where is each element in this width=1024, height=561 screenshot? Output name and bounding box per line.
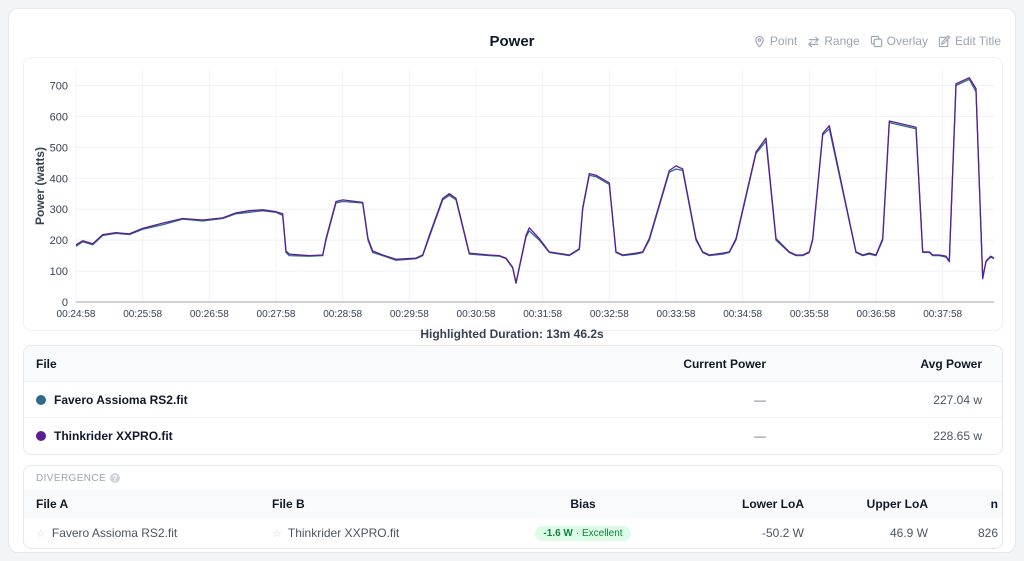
- file-a-cell: ☆ Favero Assioma RS2.fit: [24, 526, 272, 540]
- point-label: Point: [769, 34, 798, 48]
- y-tick-label: 100: [50, 266, 68, 278]
- star-icon[interactable]: ☆: [36, 527, 46, 540]
- x-tick-label: 00:35:58: [790, 309, 829, 320]
- files-table-header: File Current Power Avg Power: [24, 346, 1002, 382]
- x-tick-label: 00:25:58: [123, 309, 162, 320]
- current-power-cell: —: [754, 429, 766, 443]
- divergence-panel: DIVERGENCE ? File A File B Bias Lower Lo…: [23, 465, 1003, 549]
- series-color-dot: [36, 394, 46, 405]
- divergence-label: DIVERGENCE: [36, 472, 107, 484]
- overlay-icon: [870, 35, 882, 47]
- file-b-cell: ☆ Thinkrider XXPRO.fit: [272, 526, 516, 540]
- y-tick-label: 0: [62, 297, 68, 309]
- power-card: Power Point Range Overlay Edit Title 0 10…: [8, 8, 1016, 553]
- divergence-header: File A File B Bias Lower LoA Upper LoA n: [24, 490, 1002, 518]
- star-icon[interactable]: ☆: [272, 527, 282, 540]
- x-tick-label: 00:29:58: [390, 309, 429, 320]
- bias-badge: -1.6 W · Excellent: [535, 525, 631, 541]
- series-line-favero: [75, 78, 995, 285]
- file-name: Favero Assioma RS2.fit: [54, 392, 188, 407]
- y-tick-label: 500: [50, 142, 68, 154]
- series-color-dot: [36, 431, 46, 441]
- upper-loa-cell: 46.9 W: [889, 526, 928, 540]
- lower-loa-cell: -50.2 W: [761, 526, 804, 540]
- y-tick-label: 200: [50, 235, 68, 247]
- point-button[interactable]: Point: [753, 34, 797, 48]
- file-name: Thinkrider XXPRO.fit: [54, 429, 173, 443]
- x-tick-label: 00:33:58: [657, 309, 696, 320]
- upper-loa-column-header: Upper LoA: [866, 497, 928, 511]
- arrows-icon: [808, 35, 820, 47]
- edit-icon: [938, 34, 951, 47]
- power-chart[interactable]: 0 100 200 300 400 500 600 700 00:24:58 00:25:58 00…: [24, 58, 1004, 332]
- lower-loa-column-header: Lower LoA: [742, 497, 804, 511]
- y-tick-label: 400: [50, 173, 68, 185]
- x-tick-label: 00:27:58: [257, 309, 296, 320]
- bias-cell: -1.6 W · Excellent: [516, 525, 650, 541]
- file-b-name: Thinkrider XXPRO.fit: [287, 526, 400, 540]
- x-tick-label: 00:31:58: [523, 309, 562, 320]
- file-b-column-header: File B: [272, 497, 305, 511]
- n-cell: 826: [977, 526, 998, 540]
- table-row[interactable]: Thinkrider XXPRO.fit — 228.65 w: [24, 418, 1002, 454]
- y-tick-label: 300: [50, 204, 68, 216]
- chart-panel[interactable]: 0 100 200 300 400 500 600 700 00:24:58 00:25:58 00…: [23, 57, 1003, 331]
- x-tick-label: 00:30:58: [457, 309, 496, 320]
- chart-title: Power: [489, 33, 535, 50]
- range-label: Range: [824, 34, 860, 48]
- help-icon[interactable]: ?: [110, 473, 121, 483]
- file-cell: Favero Assioma RS2.fit: [24, 393, 544, 407]
- x-tick-label: 00:37:58: [923, 309, 962, 320]
- x-tick-label: 00:26:58: [190, 309, 229, 320]
- highlighted-duration: Highlighted Duration: 13m 46.2s: [420, 327, 604, 341]
- current-power-column-header: Current Power: [683, 356, 766, 371]
- bias-column-header: Bias: [570, 497, 596, 511]
- x-tick-label: 00:24:58: [57, 309, 96, 320]
- overlay-button[interactable]: Overlay: [870, 34, 928, 48]
- edit-title-button[interactable]: Edit Title: [938, 34, 1001, 48]
- n-column-header: n: [990, 497, 998, 511]
- series-line-thinkrider: [75, 77, 995, 284]
- table-row[interactable]: Favero Assioma RS2.fit — 227.04 w: [24, 382, 1002, 418]
- divergence-label-row: DIVERGENCE ?: [24, 466, 1002, 490]
- edit-title-label: Edit Title: [954, 34, 1001, 48]
- bias-rating: · Excellent: [575, 527, 623, 539]
- file-cell: Thinkrider XXPRO.fit: [24, 429, 544, 443]
- files-table: File Current Power Avg Power Favero Assi…: [23, 345, 1003, 455]
- avg-power-column-header: Avg Power: [920, 356, 982, 371]
- bias-value: -1.6 W: [543, 527, 573, 539]
- current-power-cell: —: [754, 392, 766, 407]
- y-tick-label: 600: [50, 111, 68, 123]
- avg-power-cell: 227.04 w: [933, 392, 982, 407]
- file-a-name: Favero Assioma RS2.fit: [51, 526, 178, 540]
- x-tick-label: 00:32:58: [590, 309, 629, 320]
- chart-toolbar: Point Range Overlay Edit Title: [753, 34, 1001, 48]
- range-button[interactable]: Range: [807, 34, 860, 48]
- x-tick-label: 00:28:58: [323, 309, 362, 320]
- overlay-label: Overlay: [886, 34, 928, 48]
- x-tick-label: 00:34:58: [723, 309, 762, 320]
- file-a-column-header: File A: [36, 497, 69, 511]
- y-tick-label: 700: [50, 80, 68, 92]
- x-tick-label: 00:36:58: [857, 309, 896, 320]
- table-row[interactable]: ☆ Favero Assioma RS2.fit ☆ Thinkrider XX…: [24, 518, 1002, 548]
- file-column-header: File: [36, 356, 57, 371]
- y-axis-label: Power (watts): [33, 147, 47, 225]
- pin-icon: [755, 35, 764, 47]
- avg-power-cell: 228.65 w: [933, 429, 982, 443]
